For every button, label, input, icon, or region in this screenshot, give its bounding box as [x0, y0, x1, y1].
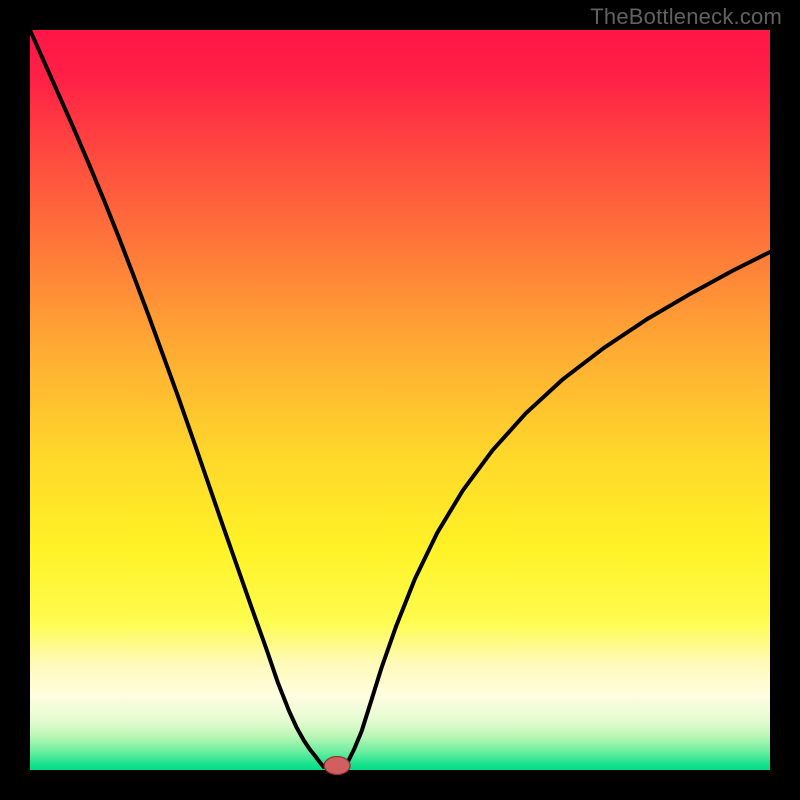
optimum-marker — [324, 757, 350, 775]
chart-svg — [0, 0, 800, 800]
gradient-background — [30, 30, 770, 770]
bottleneck-chart: TheBottleneck.com — [0, 0, 800, 800]
